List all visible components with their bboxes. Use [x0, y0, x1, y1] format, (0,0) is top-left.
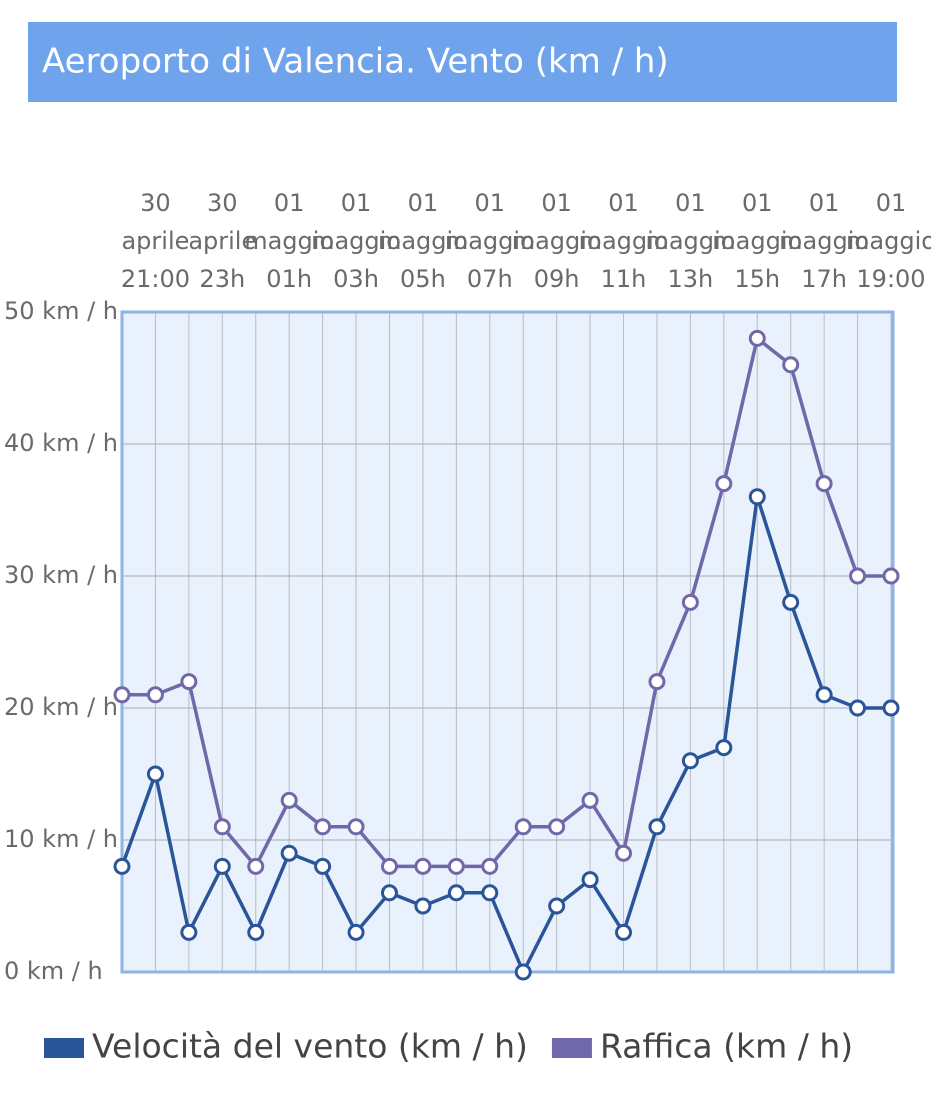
data-point [681, 752, 699, 770]
data-point [882, 699, 900, 717]
data-point [247, 923, 265, 941]
series-line [120, 495, 891, 974]
data-point [414, 857, 432, 875]
data-point [180, 923, 198, 941]
x-tick-label: 01 maggio 15h [712, 189, 802, 293]
data-point [882, 567, 900, 585]
x-tick-label: 01 maggio 13h [645, 189, 735, 293]
data-point [548, 818, 566, 836]
y-tick-label: 0 km / h [4, 957, 103, 985]
title-bar [28, 22, 897, 102]
data-point [213, 818, 231, 836]
data-point [615, 923, 633, 941]
data-point [314, 818, 332, 836]
data-point [514, 963, 532, 981]
data-point [581, 871, 599, 889]
data-point [615, 844, 633, 862]
x-tick-label: 01 maggio 17h [779, 189, 869, 293]
y-tick-label: 20 km / h [4, 693, 118, 721]
data-point [849, 699, 867, 717]
x-tick-label: 01 maggio 01h [244, 189, 334, 293]
data-point [548, 897, 566, 915]
data-point [782, 356, 800, 374]
data-point [113, 857, 131, 875]
data-point [447, 857, 465, 875]
data-point [146, 765, 164, 783]
y-tick-label: 30 km / h [4, 561, 118, 589]
data-point [314, 857, 332, 875]
legend-swatch [44, 1038, 84, 1058]
data-point [280, 844, 298, 862]
data-point [380, 857, 398, 875]
legend-label: Velocità del vento (km / h) [92, 1027, 528, 1066]
y-tick-label: 40 km / h [4, 429, 118, 457]
data-point [748, 329, 766, 347]
data-point [447, 884, 465, 902]
data-point [648, 818, 666, 836]
x-tick-label: 01 maggio 09h [512, 189, 602, 293]
data-point [414, 897, 432, 915]
data-point [681, 593, 699, 611]
data-point [815, 686, 833, 704]
x-tick-label: 01 maggio 07h [445, 189, 535, 293]
data-point [581, 791, 599, 809]
x-tick-label: 01 maggio 05h [378, 189, 468, 293]
data-point [347, 923, 365, 941]
data-point [347, 818, 365, 836]
chart-title: Aeroporto di Valencia. Vento (km / h) [42, 42, 669, 82]
y-tick-label: 10 km / h [4, 825, 118, 853]
data-point [280, 791, 298, 809]
data-point [782, 593, 800, 611]
data-point [815, 475, 833, 493]
data-point [113, 686, 131, 704]
data-point [380, 884, 398, 902]
data-point [213, 857, 231, 875]
data-point [247, 857, 265, 875]
plot-area [122, 312, 893, 972]
x-tick-label: 30 aprile 23h [188, 189, 256, 293]
data-point [481, 884, 499, 902]
data-point [715, 739, 733, 757]
data-point [715, 475, 733, 493]
data-point [849, 567, 867, 585]
x-tick-label: 30 aprile 21:00 [121, 189, 190, 293]
data-point [648, 673, 666, 691]
x-tick-label: 01 maggio 19:00 [846, 189, 931, 293]
y-tick-label: 50 km / h [4, 297, 118, 325]
data-point [748, 488, 766, 506]
data-point [514, 818, 532, 836]
data-point [481, 857, 499, 875]
plot-border [120, 310, 895, 974]
data-point [180, 673, 198, 691]
x-tick-label: 01 maggio 11h [579, 189, 669, 293]
data-point [146, 686, 164, 704]
legend-label: Raffica (km / h) [600, 1027, 853, 1066]
legend-swatch [551, 1038, 592, 1058]
x-tick-label: 01 maggio 03h [311, 189, 401, 293]
